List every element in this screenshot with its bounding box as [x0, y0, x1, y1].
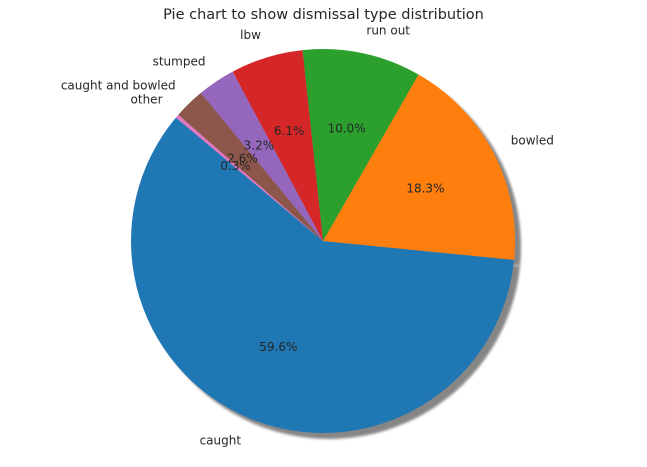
slice-run-out	[302, 49, 419, 241]
pct-label-stumped: 3.2%	[244, 138, 275, 152]
slice-bowled	[323, 74, 516, 260]
slice-stumped	[200, 71, 323, 241]
label-bowled: bowled	[511, 133, 554, 147]
chart-title: Pie chart to show dismissal type distrib…	[163, 7, 484, 23]
slice-caught-and-bowled	[178, 93, 323, 241]
slice-caught	[131, 117, 515, 433]
label-run-out: run out	[366, 23, 410, 37]
label-other: other	[131, 93, 163, 107]
pie-slices	[131, 49, 516, 433]
label-lbw: lbw	[240, 28, 261, 42]
label-caught-and-bowled: caught and bowled	[61, 79, 176, 93]
pct-label-other: 0.3%	[220, 159, 251, 173]
slice-other	[175, 114, 323, 241]
slice-lbw	[232, 50, 323, 241]
pct-label-lbw: 6.1%	[274, 124, 305, 138]
pie-labels: caught 59.6% bowled 18.3% run out 10.0% lbw 6.1…	[61, 23, 554, 447]
pct-label-caught-and-bowled: 2.6%	[227, 151, 258, 165]
pct-label-bowled: 18.3%	[406, 181, 444, 195]
label-stumped: stumped	[153, 55, 206, 69]
pct-label-caught: 59.6%	[259, 340, 297, 354]
pct-label-run-out: 10.0%	[328, 121, 366, 135]
label-caught: caught	[200, 433, 242, 447]
